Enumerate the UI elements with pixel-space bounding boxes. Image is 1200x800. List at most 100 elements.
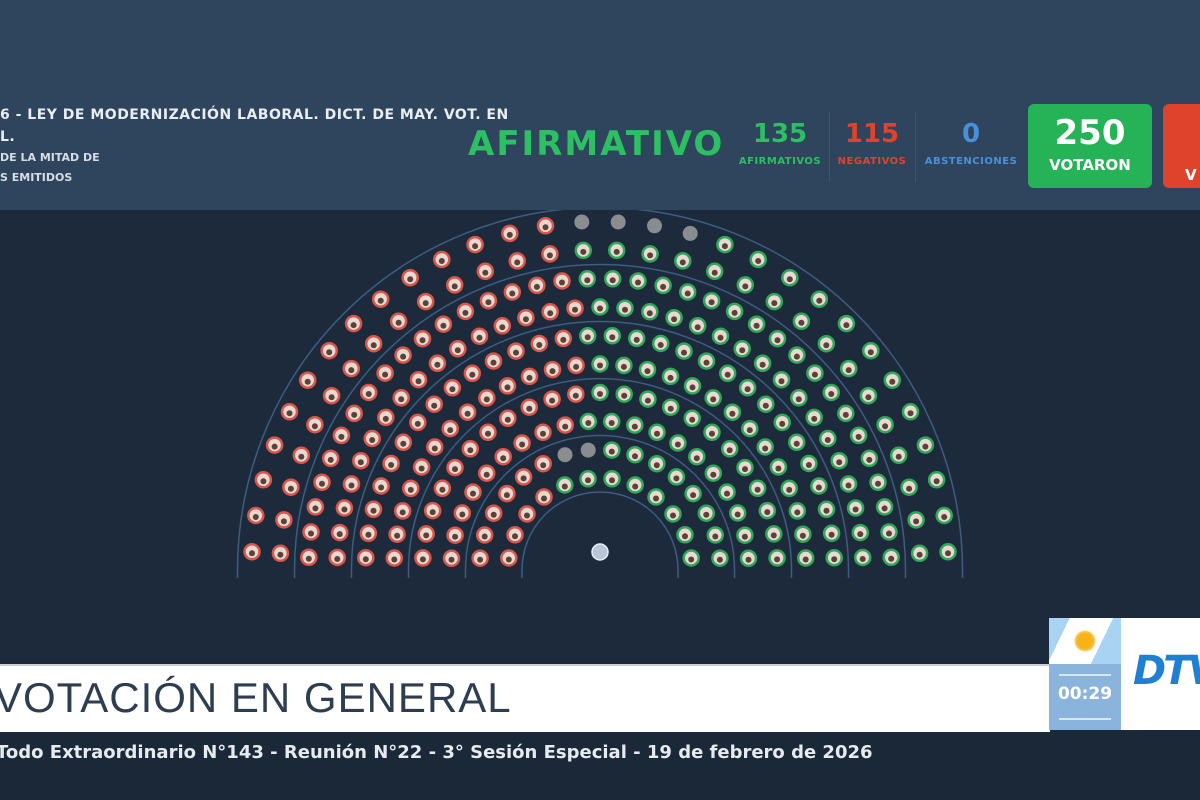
deputy-avatar-icon xyxy=(572,392,579,399)
deputy-avatar-icon xyxy=(439,486,446,493)
deputy-avatar-icon xyxy=(536,342,543,348)
lower-third-title-bar: VOTACIÓN EN GENERAL xyxy=(0,664,1050,732)
deputy-avatar-icon xyxy=(805,462,812,468)
deputy-avatar-icon xyxy=(351,411,358,418)
deputy-avatar-icon xyxy=(632,453,638,460)
vote-result: AFIRMATIVO xyxy=(468,124,725,164)
session-subtitle: Todo Extraordinario N°143 - Reunión N°22… xyxy=(0,742,873,763)
deputy-avatar-icon xyxy=(483,396,490,403)
deputy-avatar-icon xyxy=(679,259,686,266)
deputy-avatar-icon xyxy=(452,466,458,473)
deputy-avatar-icon xyxy=(693,455,700,462)
deputy-avatar-icon xyxy=(684,290,691,297)
deputy-avatar-icon xyxy=(852,506,859,513)
deputy-avatar-icon xyxy=(362,556,369,563)
votaron-box: 250 VOTARON xyxy=(1028,104,1152,188)
deputy-avatar-icon xyxy=(319,480,325,487)
partial-red-box: V xyxy=(1163,104,1200,188)
deputy-avatar-icon xyxy=(721,243,728,250)
deputy-avatar-icon xyxy=(504,384,511,391)
deputy-avatar-icon xyxy=(505,556,512,563)
deputy-avatar-icon xyxy=(341,506,348,513)
deputy-avatar-icon xyxy=(613,248,620,255)
deputy-avatar-icon xyxy=(459,511,466,518)
deputy-avatar-icon xyxy=(895,453,902,460)
deputy-avatar-icon xyxy=(746,427,753,434)
votaron-label: VOTARON xyxy=(1049,156,1131,174)
deputy-avatar-icon xyxy=(734,511,741,518)
deputy-avatar-icon xyxy=(448,556,455,563)
deputy-avatar-icon xyxy=(311,423,318,430)
deputy-avatar-icon xyxy=(654,430,660,437)
deputy-avatar-icon xyxy=(888,555,895,562)
deputy-avatar-icon xyxy=(657,342,664,348)
deputy-avatar-icon xyxy=(842,411,849,418)
deputy-avatar-icon xyxy=(370,342,377,349)
deputy-avatar-icon xyxy=(667,374,674,381)
deputy-avatar-icon xyxy=(859,556,866,562)
deputy-avatar-icon xyxy=(906,485,913,492)
deputy-avatar-icon xyxy=(631,423,638,430)
deputy-avatar-icon xyxy=(729,410,736,417)
deputy-avatar-icon xyxy=(520,475,527,482)
deputy-avatar-icon xyxy=(786,486,793,493)
deputy-avatar-icon xyxy=(407,276,414,283)
majority-rule-line1: DE LA MITAD DE xyxy=(0,151,100,164)
deputy-avatar-icon xyxy=(414,420,421,427)
deputy-avatar-icon xyxy=(519,441,526,448)
deputy-avatar-icon xyxy=(916,551,923,558)
deputy-avatar-icon xyxy=(415,378,422,385)
president-seat xyxy=(591,543,609,561)
deputy-seat xyxy=(580,442,596,458)
row-divider-arc xyxy=(464,434,736,578)
deputy-avatar-icon xyxy=(526,374,533,381)
deputy-avatar-icon xyxy=(526,405,533,412)
deputy-avatar-icon xyxy=(370,507,377,514)
deputy-avatar-icon xyxy=(506,231,513,238)
deputy-avatar-icon xyxy=(546,252,553,259)
vote-type-title: VOTACIÓN EN GENERAL xyxy=(0,674,512,721)
deputy-avatar-icon xyxy=(572,306,578,313)
deputy-avatar-icon xyxy=(712,533,719,540)
deputy-avatar-icon xyxy=(667,405,674,412)
deputy-avatar-icon xyxy=(391,556,398,563)
deputy-avatar-icon xyxy=(407,486,414,493)
deputy-avatar-icon xyxy=(328,394,335,401)
timer-value: 00:29 xyxy=(1057,684,1113,704)
deputy-avatar-icon xyxy=(280,518,287,525)
deputy-avatar-icon xyxy=(449,386,456,393)
deputy-avatar-icon xyxy=(514,259,521,266)
deputy-avatar-icon xyxy=(622,306,628,313)
deputy-avatar-icon xyxy=(597,362,603,369)
deputy-avatar-icon xyxy=(477,556,484,563)
deputy-avatar-icon xyxy=(429,509,436,516)
deputy-avatar-icon xyxy=(503,492,510,499)
deputy-avatar-icon xyxy=(644,397,651,404)
deputy-avatar-icon xyxy=(726,447,733,454)
deputy-avatar-icon xyxy=(348,482,355,489)
deputy-avatar-icon xyxy=(799,532,806,539)
deputy-avatar-icon xyxy=(710,396,717,403)
deputy-avatar-icon xyxy=(509,290,516,297)
deputy-avatar-icon xyxy=(585,477,591,484)
deputy-avatar-icon xyxy=(490,359,497,366)
afirmativos-label: AFIRMATIVOS xyxy=(738,156,822,167)
deputy-avatar-icon xyxy=(452,533,459,540)
deputy-avatar-icon xyxy=(549,397,556,404)
deputy-avatar-icon xyxy=(304,378,311,385)
deputy-avatar-icon xyxy=(350,322,357,329)
channel-logo-text: DTV xyxy=(1133,648,1200,694)
deputy-avatar-icon xyxy=(708,299,715,306)
deputy-avatar-icon xyxy=(694,324,701,331)
deputy-avatar-icon xyxy=(305,555,312,562)
deputy-avatar-icon xyxy=(327,456,334,463)
deputy-avatar-icon xyxy=(886,530,892,537)
deputy-avatar-icon xyxy=(941,514,948,520)
deputy-avatar-icon xyxy=(560,336,567,343)
deputy-avatar-icon xyxy=(770,532,777,539)
deputy-avatar-icon xyxy=(795,396,802,403)
deputy-avatar-icon xyxy=(689,416,696,423)
deputy-avatar-icon xyxy=(394,532,401,539)
deputy-avatar-icon xyxy=(378,484,385,491)
deputy-avatar-icon xyxy=(573,363,580,370)
